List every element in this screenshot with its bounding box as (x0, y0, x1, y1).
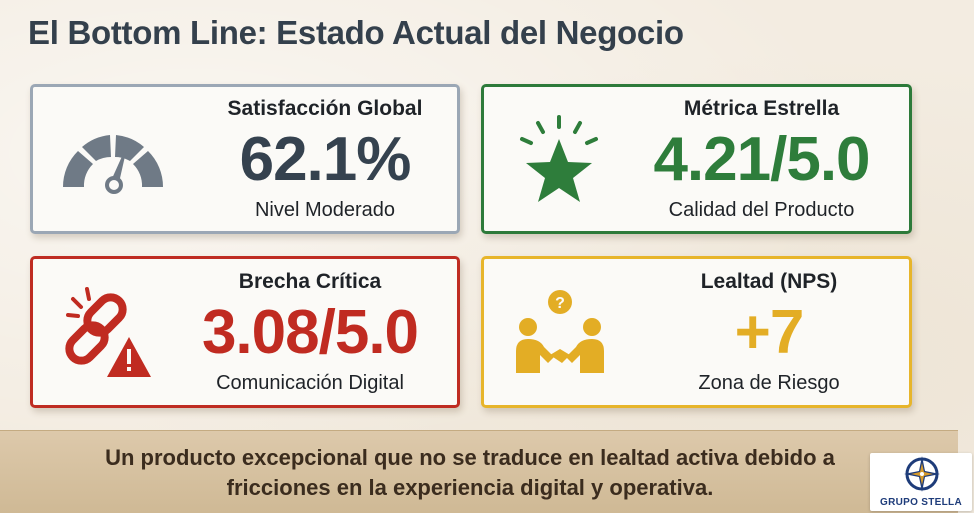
metric-card-star: Métrica Estrella 4.21/5.0 Calidad del Pr… (481, 84, 912, 234)
card-value: 62.1% (239, 124, 412, 194)
card-value: 3.08/5.0 (201, 297, 419, 367)
card-subtitle: Calidad del Producto (668, 198, 855, 221)
metric-card-satisfaction: Satisfacción Global 62.1% Nivel Moderado (30, 84, 460, 234)
card-label: Brecha Crítica (238, 269, 382, 293)
conclusion-line-1: Un producto excepcional que no se traduc… (105, 445, 835, 470)
metric-card-loyalty: ? Lealtad (NPS) +7 Zona de Riesgo (481, 256, 912, 408)
card-subtitle: Zona de Riesgo (698, 371, 840, 394)
card-label: Lealtad (NPS) (700, 269, 838, 293)
logo-text: GRUPO STELLA (880, 497, 962, 508)
card-label: Satisfacción Global (227, 96, 423, 120)
svg-text:?: ? (555, 295, 565, 312)
card-subtitle: Comunicación Digital (216, 371, 404, 394)
compass-rose-icon (904, 456, 940, 492)
metric-card-gap: Brecha Crítica 3.08/5.0 Comunicación Dig… (30, 256, 460, 408)
conclusion-line-2: fricciones en la experiencia digital y o… (226, 474, 714, 500)
page-title: El Bottom Line: Estado Actual del Negoci… (28, 14, 684, 51)
card-value: +7 (734, 297, 805, 367)
card-label: Métrica Estrella (683, 96, 840, 120)
card-value: 4.21/5.0 (653, 124, 870, 194)
broken-link-warning-icon (65, 287, 151, 377)
conclusion-banner: Un producto excepcional que no se traduc… (0, 430, 958, 513)
company-logo: GRUPO STELLA (870, 453, 972, 511)
card-subtitle: Nivel Moderado (254, 198, 396, 221)
handshake-question-icon: ? (516, 290, 604, 373)
star-icon (520, 115, 598, 202)
conclusion-text: Un producto excepcional que no se traduc… (50, 443, 890, 502)
gauge-icon (62, 135, 164, 194)
